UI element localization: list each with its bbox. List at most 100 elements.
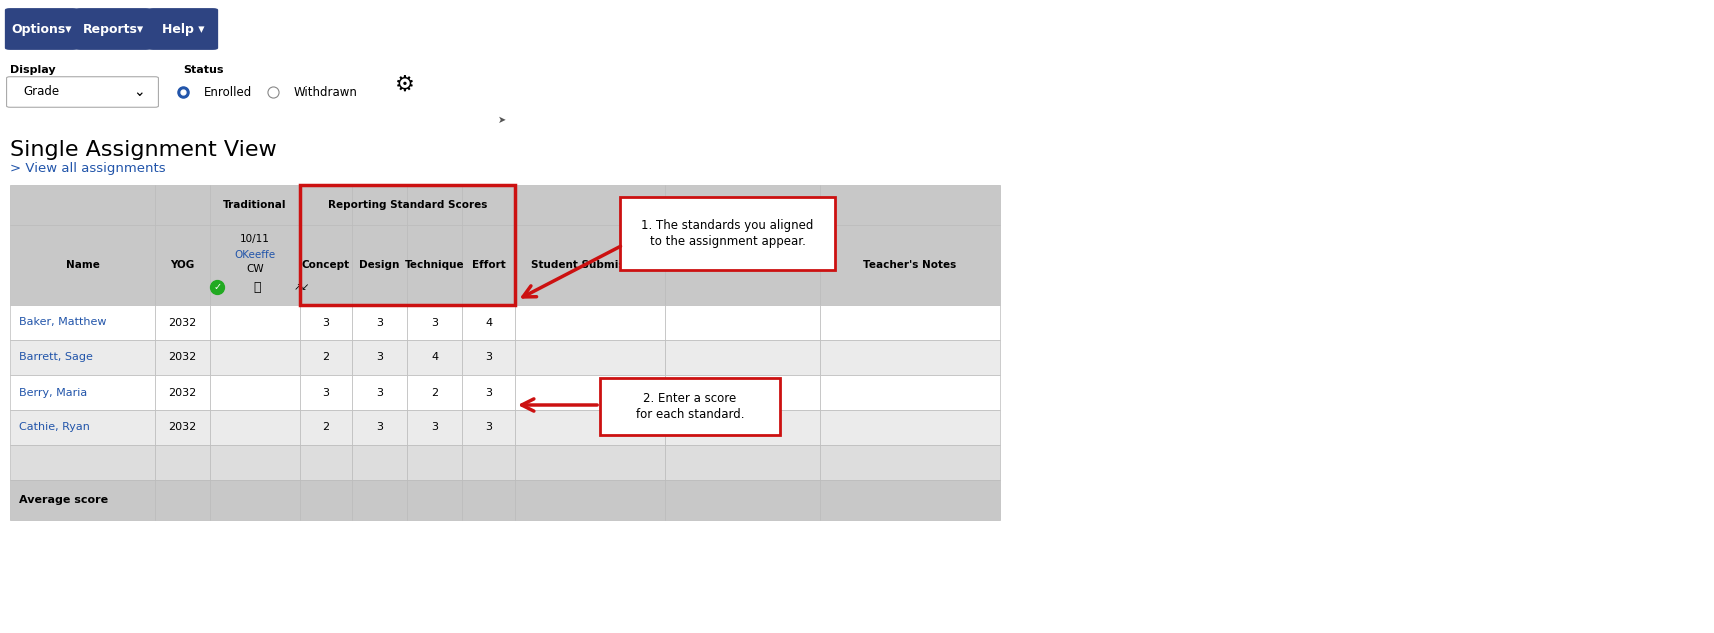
Bar (461, 375, 514, 410)
Bar (209, 225, 300, 305)
FancyBboxPatch shape (75, 8, 151, 50)
Bar (209, 185, 300, 225)
Text: Help ▾: Help ▾ (161, 23, 204, 35)
Bar (665, 340, 819, 375)
Text: 4: 4 (485, 318, 492, 327)
Text: 3: 3 (430, 318, 437, 327)
FancyBboxPatch shape (600, 378, 780, 435)
Bar (819, 375, 999, 410)
Text: 2: 2 (322, 353, 329, 363)
Bar (665, 410, 819, 445)
Text: Reporting Standard Scores: Reporting Standard Scores (327, 200, 487, 210)
Text: Assignment feedback: Assignment feedback (679, 260, 806, 270)
Bar (300, 340, 351, 375)
Bar (209, 340, 300, 375)
Text: Name: Name (65, 260, 99, 270)
Bar (209, 445, 300, 480)
Text: Concept: Concept (302, 260, 350, 270)
Bar (351, 185, 406, 225)
FancyBboxPatch shape (620, 197, 835, 270)
Text: 3: 3 (375, 422, 382, 432)
Text: ➤: ➤ (497, 115, 506, 125)
Text: 2032: 2032 (168, 387, 197, 398)
Bar (300, 480, 351, 520)
Bar (819, 225, 999, 305)
Bar (10, 445, 154, 480)
Bar (514, 225, 665, 305)
Bar (819, 410, 999, 445)
Text: Design: Design (360, 260, 399, 270)
Bar (209, 480, 300, 520)
Text: 3: 3 (485, 422, 492, 432)
Text: 3: 3 (322, 318, 329, 327)
Bar (10, 375, 154, 410)
Text: 2032: 2032 (168, 353, 197, 363)
Bar (665, 480, 819, 520)
FancyBboxPatch shape (147, 8, 218, 50)
Bar (819, 340, 999, 375)
Text: Withdrawn: Withdrawn (293, 85, 357, 99)
Bar (665, 185, 819, 225)
Bar (406, 480, 461, 520)
Bar (351, 225, 406, 305)
Bar (300, 225, 351, 305)
Bar (209, 305, 300, 340)
Bar (351, 480, 406, 520)
Bar (351, 410, 406, 445)
Text: 3: 3 (485, 387, 492, 398)
Text: 2032: 2032 (168, 422, 197, 432)
Text: Technique: Technique (405, 260, 464, 270)
Bar (406, 410, 461, 445)
Bar (351, 375, 406, 410)
Bar (461, 480, 514, 520)
Bar (406, 445, 461, 480)
Bar (514, 305, 665, 340)
Bar (514, 480, 665, 520)
Bar (819, 185, 999, 225)
Bar (514, 185, 665, 225)
Text: 3: 3 (375, 353, 382, 363)
Bar (10, 410, 154, 445)
FancyBboxPatch shape (5, 8, 79, 50)
Text: Status: Status (183, 65, 223, 75)
Bar (154, 410, 209, 445)
Bar (514, 410, 665, 445)
Text: Student Submission: Student Submission (531, 260, 648, 270)
Text: Average score: Average score (19, 495, 108, 505)
Text: Traditional: Traditional (223, 200, 286, 210)
Bar (406, 185, 461, 225)
Text: 3: 3 (375, 318, 382, 327)
Bar (300, 445, 351, 480)
Text: ⌄: ⌄ (134, 85, 144, 99)
Bar (10, 480, 154, 520)
Text: 2: 2 (322, 422, 329, 432)
Bar (154, 375, 209, 410)
Bar (819, 305, 999, 340)
Bar (665, 305, 819, 340)
Text: 2. Enter a score
for each standard.: 2. Enter a score for each standard. (636, 392, 744, 420)
Bar (665, 375, 819, 410)
Text: 1. The standards you aligned
to the assignment appear.: 1. The standards you aligned to the assi… (641, 220, 812, 248)
Text: 2: 2 (430, 387, 437, 398)
Text: > View all assignments: > View all assignments (10, 162, 166, 175)
Bar (461, 185, 514, 225)
Text: Single Assignment View: Single Assignment View (10, 140, 276, 160)
Text: 4: 4 (430, 353, 437, 363)
Bar (10, 305, 154, 340)
Bar (351, 305, 406, 340)
Bar (819, 445, 999, 480)
Bar (461, 305, 514, 340)
Bar (665, 445, 819, 480)
Text: Baker, Matthew: Baker, Matthew (19, 318, 106, 327)
Text: 🔒: 🔒 (254, 281, 261, 294)
Bar (351, 340, 406, 375)
Text: Enrolled: Enrolled (204, 85, 252, 99)
Text: Effort: Effort (471, 260, 506, 270)
Bar (461, 340, 514, 375)
Text: Berry, Maria: Berry, Maria (19, 387, 87, 398)
Text: Teacher's Notes: Teacher's Notes (862, 260, 956, 270)
Bar (406, 225, 461, 305)
Bar (209, 410, 300, 445)
Text: Options▾: Options▾ (12, 23, 72, 35)
Text: 2032: 2032 (168, 318, 197, 327)
